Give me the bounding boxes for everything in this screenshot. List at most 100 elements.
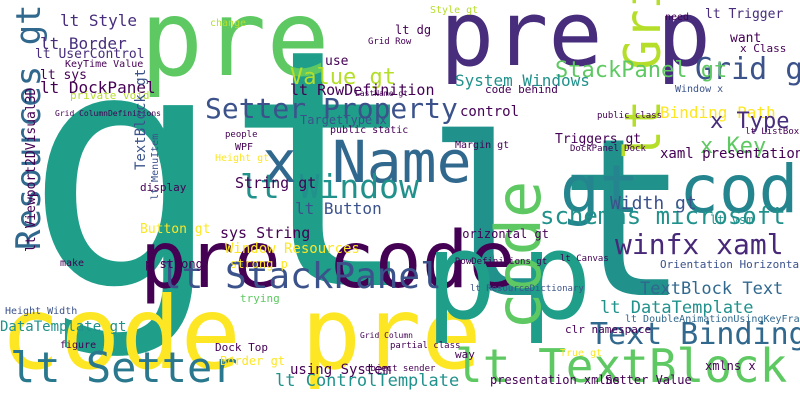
word: WPF (235, 142, 253, 153)
word: use (325, 54, 349, 69)
word: x Key (700, 134, 766, 159)
word: pre code (140, 216, 516, 306)
word: lt (425, 91, 690, 347)
word: Setter Value (605, 373, 692, 387)
word: public static (330, 125, 408, 136)
word: lt RowDefinition (290, 81, 435, 99)
word: lt Viewport2DVisual3D (24, 87, 39, 252)
word: x Class (740, 42, 786, 55)
word: object sender (365, 364, 436, 374)
word: presentation xmlns (490, 373, 620, 387)
word: True gt (560, 348, 602, 359)
word: lt Style (60, 11, 137, 30)
word: trying (240, 292, 280, 305)
word: code (482, 181, 555, 330)
word: String gt (235, 174, 316, 192)
word: lt DoubleAnimationUsingKeyFrames (625, 314, 800, 325)
word: Window x (675, 84, 723, 95)
word: LastName gt (355, 89, 408, 98)
word: sys String (220, 224, 310, 242)
word: Height Width (5, 306, 77, 317)
word: lt ControlTemplate (275, 371, 459, 391)
word: Dock Top (215, 341, 268, 354)
word: DataTemplate gt (0, 319, 126, 335)
word: Style gt (430, 5, 478, 16)
word: Text Binding (590, 317, 800, 352)
word: change (210, 18, 246, 29)
word: gt (25, 0, 422, 363)
word: display (140, 181, 187, 194)
word: lt UserControl (35, 47, 145, 62)
word: p (520, 208, 592, 347)
word: System Windows (455, 71, 590, 90)
word: lt Trigger (705, 7, 783, 22)
word: code behind (485, 83, 558, 96)
word: lt Setter (10, 343, 238, 392)
word: x Type (710, 109, 789, 134)
word: lt ResourceDictionary (470, 284, 584, 294)
word: partial class (390, 341, 460, 351)
word: Triggers gt (555, 132, 641, 147)
word: need (665, 12, 689, 23)
word: Grid Column (360, 331, 413, 340)
word: Resources gt (9, 4, 49, 250)
word: Margin gt (455, 140, 509, 151)
word: Horizontal gt (455, 227, 549, 241)
word: lt MenuItem (150, 134, 161, 200)
word: private void (70, 89, 149, 102)
word: Grid gt (695, 52, 800, 87)
word: Value gt (290, 65, 396, 90)
word: Orientation Horizontal (660, 258, 800, 271)
word: want (730, 31, 761, 46)
word: TargetType x (300, 113, 387, 127)
word: RowDefinitions gt (455, 257, 547, 267)
word: lt Button (295, 199, 382, 218)
word: Setter Property (205, 92, 458, 125)
word: Grid ColumnDefinitions (55, 109, 161, 118)
word: Button gt (140, 222, 210, 237)
word: StackPanel gt (555, 58, 727, 83)
word: lt ListBox (745, 127, 800, 137)
word: Height gt (215, 153, 269, 164)
word: clr namespace (565, 323, 651, 336)
word: lt StackPanel (160, 256, 442, 297)
word: lt DockPanel (40, 78, 156, 97)
word: schemas microsoft (540, 202, 786, 230)
word: Border gt (220, 354, 285, 368)
word: control (460, 104, 519, 120)
word: Binding Path (660, 103, 776, 122)
word: lt Grid (614, 0, 672, 160)
word: TextBlock Text (640, 279, 783, 299)
word: code pre (0, 275, 482, 392)
word: lt Canvas (560, 254, 609, 264)
word: DockPanel Dock (570, 144, 646, 154)
word: using System (290, 362, 391, 378)
word: pre p (440, 0, 711, 87)
word: people (225, 130, 258, 140)
word: figure (60, 340, 96, 351)
word: public class (597, 111, 662, 121)
word: gt code (560, 151, 800, 228)
word: TextBlock gt (133, 69, 149, 170)
word: xmlns x (705, 359, 756, 373)
word: lt DataTemplate (600, 298, 754, 318)
word: winfx xaml (615, 228, 784, 261)
word: lt TextBlock (455, 339, 787, 393)
word: p (425, 208, 497, 347)
word: lt vsm (710, 213, 753, 227)
word: way (455, 348, 475, 361)
word: KeyTime Value (65, 59, 143, 70)
word: lt Border (40, 34, 127, 53)
word: p strong (145, 257, 203, 271)
word: x Name (262, 128, 472, 196)
word: lt Window (240, 167, 419, 206)
word: Width gt (610, 193, 697, 214)
word: Grid Row (368, 37, 412, 47)
word: lt sys (40, 68, 87, 83)
word: xaml presentation (660, 146, 800, 162)
word: lt dg (395, 23, 431, 37)
word: make (60, 258, 84, 269)
